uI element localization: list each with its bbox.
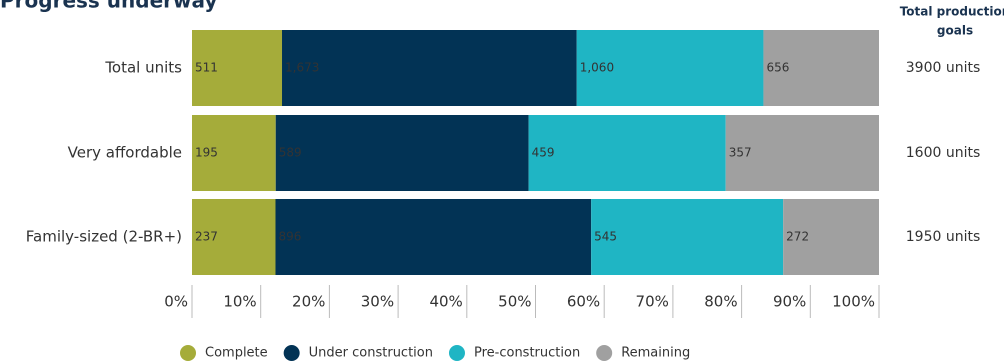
legend-swatch xyxy=(283,345,300,361)
bar-segment xyxy=(763,30,879,106)
legend-label: Complete xyxy=(205,346,268,361)
x-tick-label: 50% xyxy=(498,293,531,311)
x-tick-label: 60% xyxy=(567,293,600,311)
x-tick-label: 100% xyxy=(832,293,875,311)
value-label: 1,060 xyxy=(580,61,614,75)
bar-segment xyxy=(275,199,592,275)
bar-segment xyxy=(192,30,283,106)
value-label: 459 xyxy=(532,146,555,160)
value-label: 511 xyxy=(195,61,218,75)
value-label: 357 xyxy=(729,146,752,160)
goal-label: 1600 units xyxy=(906,145,981,161)
goals-header: goals xyxy=(937,24,973,38)
x-tick-label: 0% xyxy=(164,293,188,311)
goal-label: 1950 units xyxy=(906,229,981,245)
x-tick-label: 40% xyxy=(429,293,462,311)
category-label: Family-sized (2-BR+) xyxy=(26,228,182,246)
value-label: 272 xyxy=(786,230,809,244)
value-label: 195 xyxy=(195,146,218,160)
value-label: 545 xyxy=(594,230,617,244)
legend-label: Remaining xyxy=(621,346,690,361)
x-tick-label: 90% xyxy=(773,293,806,311)
bar-segment xyxy=(725,115,879,191)
bar-segment xyxy=(591,199,784,275)
value-label: 656 xyxy=(766,61,789,75)
goal-label: 3900 units xyxy=(906,60,981,76)
x-tick-label: 70% xyxy=(636,293,669,311)
bar-segment xyxy=(192,199,276,275)
legend-swatch xyxy=(596,345,613,361)
x-tick-label: 10% xyxy=(223,293,256,311)
value-label: 589 xyxy=(279,146,302,160)
goals-header: Total production xyxy=(900,5,1004,19)
legend-label: Pre-construction xyxy=(474,346,580,361)
bar-segment xyxy=(783,199,879,275)
category-label: Very affordable xyxy=(68,144,182,162)
bar-segment xyxy=(192,115,276,191)
legend-label: Under construction xyxy=(309,346,433,361)
chart-title: Progress underway xyxy=(0,0,217,13)
bar-segment xyxy=(528,115,726,191)
x-tick-label: 80% xyxy=(704,293,737,311)
bar-segment xyxy=(275,115,529,191)
value-label: 1,673 xyxy=(285,61,319,75)
x-tick-label: 20% xyxy=(292,293,325,311)
value-label: 237 xyxy=(195,230,218,244)
bar-segment xyxy=(282,30,577,106)
legend-swatch xyxy=(448,345,465,361)
bar-segment xyxy=(576,30,764,106)
x-tick-label: 30% xyxy=(361,293,394,311)
legend-swatch xyxy=(180,345,196,361)
category-label: Total units xyxy=(104,59,182,77)
value-label: 896 xyxy=(278,230,301,244)
